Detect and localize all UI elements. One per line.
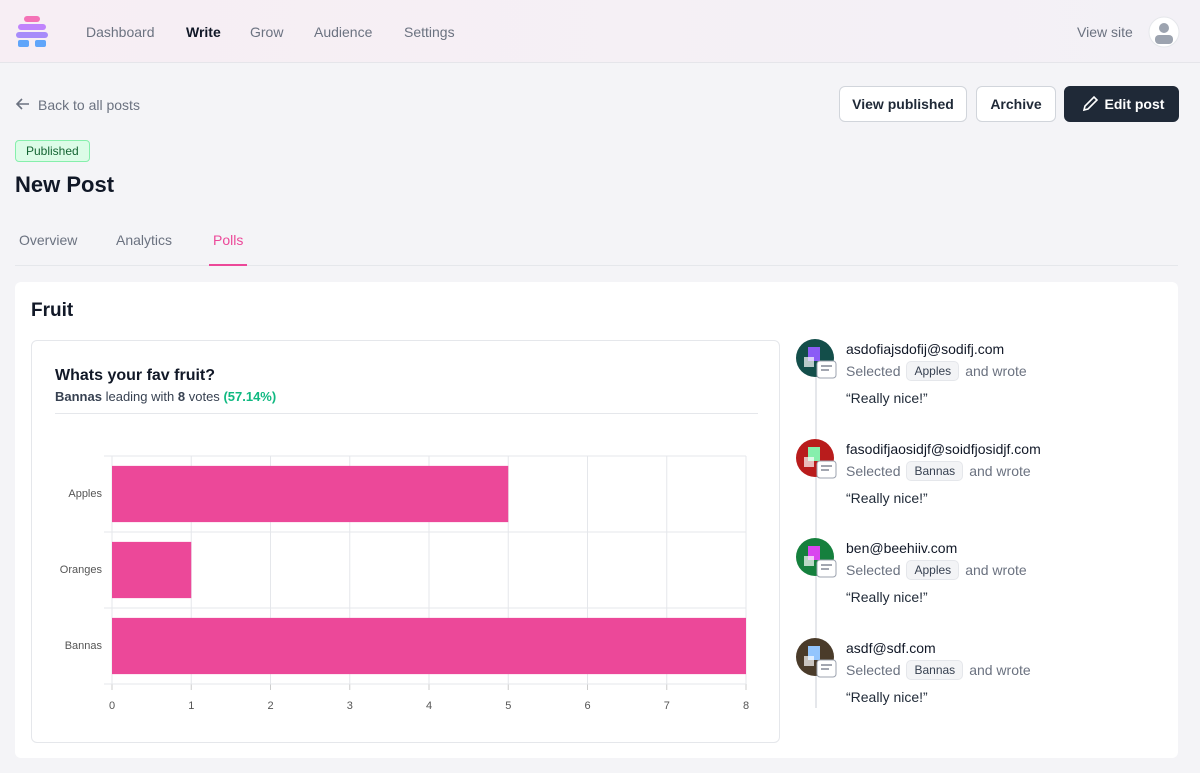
bar — [112, 541, 192, 599]
respondent-email: asdofiajsdofij@sodifj.com — [846, 341, 1005, 357]
y-tick-label: Oranges — [60, 564, 103, 576]
summary-text: votes — [188, 389, 220, 404]
pencil-icon — [1082, 95, 1099, 112]
x-tick-label: 5 — [505, 700, 511, 712]
top-nav: Dashboard Write Grow Audience Settings V… — [0, 0, 1200, 63]
bar-chart: 0 1 2 3 4 5 6 7 8 Apples Oranges Bannas — [60, 455, 749, 712]
y-tick-label: Bannas — [65, 640, 103, 652]
x-tick-label: 4 — [426, 700, 432, 712]
poll-question: Whats your fav fruit? — [55, 367, 216, 384]
respondent-email: ben@beehiiv.com — [846, 540, 958, 556]
selected-label: Selected — [846, 462, 901, 479]
nav-link[interactable]: Dashboard — [86, 24, 155, 40]
nav-link[interactable]: Grow — [250, 24, 284, 40]
status-badge: Published — [15, 140, 90, 162]
selection-line: Selected Bannas and wrote — [846, 659, 1031, 680]
nav-link[interactable]: Audience — [314, 24, 373, 40]
poll-title: Fruit — [31, 300, 74, 321]
choice-tag: Apples — [906, 560, 960, 580]
tab-divider — [15, 265, 1178, 266]
wrote-label: and wrote — [965, 363, 1027, 379]
view-published-button[interactable]: View published — [839, 86, 967, 122]
choice-tag: Bannas — [906, 659, 964, 680]
archive-button[interactable]: Archive — [976, 86, 1056, 122]
x-tick-label: 2 — [267, 700, 273, 712]
nav-link[interactable]: Write — [186, 24, 221, 40]
selected-label: Selected — [846, 363, 901, 379]
wrote-label: and wrote — [969, 661, 1031, 678]
selected-label: Selected — [846, 661, 901, 678]
avatar — [796, 637, 837, 677]
chart-panel: Whats your fav fruit? Bannas leading wit… — [31, 340, 780, 743]
active-tab-underline — [209, 264, 247, 266]
selection-line: Selected Apples and wrote — [846, 361, 1027, 381]
selected-label: Selected — [846, 562, 901, 578]
choice-tag: Apples — [906, 361, 960, 381]
poll-summary: Bannas leading with 8 votes (57.14%) — [55, 389, 276, 404]
x-tick-label: 8 — [743, 700, 749, 712]
leader: Bannas — [55, 389, 102, 404]
y-tick-label: Apples — [68, 488, 102, 500]
nav-link[interactable]: Settings — [404, 24, 455, 40]
summary-text: leading with — [105, 389, 175, 404]
avatar — [796, 438, 837, 478]
x-tick-label: 6 — [584, 700, 590, 712]
response-comment: “Really nice!” — [846, 489, 928, 506]
respondent-email: asdf@sdf.com — [846, 639, 936, 656]
wrote-label: and wrote — [965, 562, 1027, 578]
x-tick-label: 1 — [188, 700, 194, 712]
selection-line: Selected Bannas and wrote — [846, 460, 1031, 481]
tab[interactable]: Analytics — [116, 232, 173, 248]
wrote-label: and wrote — [969, 462, 1031, 479]
x-tick-label: 7 — [664, 700, 670, 712]
percent: (57.14%) — [223, 389, 277, 404]
divider — [55, 413, 758, 414]
post-title: New Post — [15, 172, 115, 197]
vote-count: 8 — [177, 389, 186, 404]
x-tick-label: 0 — [109, 700, 115, 712]
response-comment: “Really nice!” — [846, 390, 928, 406]
response-comment: “Really nice!” — [846, 688, 928, 705]
bar — [112, 465, 509, 523]
avatar — [796, 339, 837, 379]
edit-post-button[interactable]: Edit post — [1064, 86, 1179, 122]
x-tick-label: 3 — [347, 700, 353, 712]
tab[interactable]: Polls — [213, 232, 244, 248]
back-arrow-icon[interactable] — [15, 97, 31, 111]
selection-line: Selected Apples and wrote — [846, 560, 1027, 580]
tab[interactable]: Overview — [19, 232, 78, 248]
logo[interactable] — [15, 15, 49, 49]
response-comment: “Really nice!” — [846, 589, 928, 605]
respondent-email: fasodifjaosidjf@soidfjosidjf.com — [846, 440, 1041, 457]
user-avatar[interactable] — [1148, 16, 1180, 48]
view-site-link[interactable]: View site — [1077, 24, 1133, 40]
bar — [112, 617, 746, 675]
avatar — [796, 538, 837, 578]
choice-tag: Bannas — [906, 460, 964, 481]
back-link[interactable]: Back to all posts — [38, 97, 140, 113]
